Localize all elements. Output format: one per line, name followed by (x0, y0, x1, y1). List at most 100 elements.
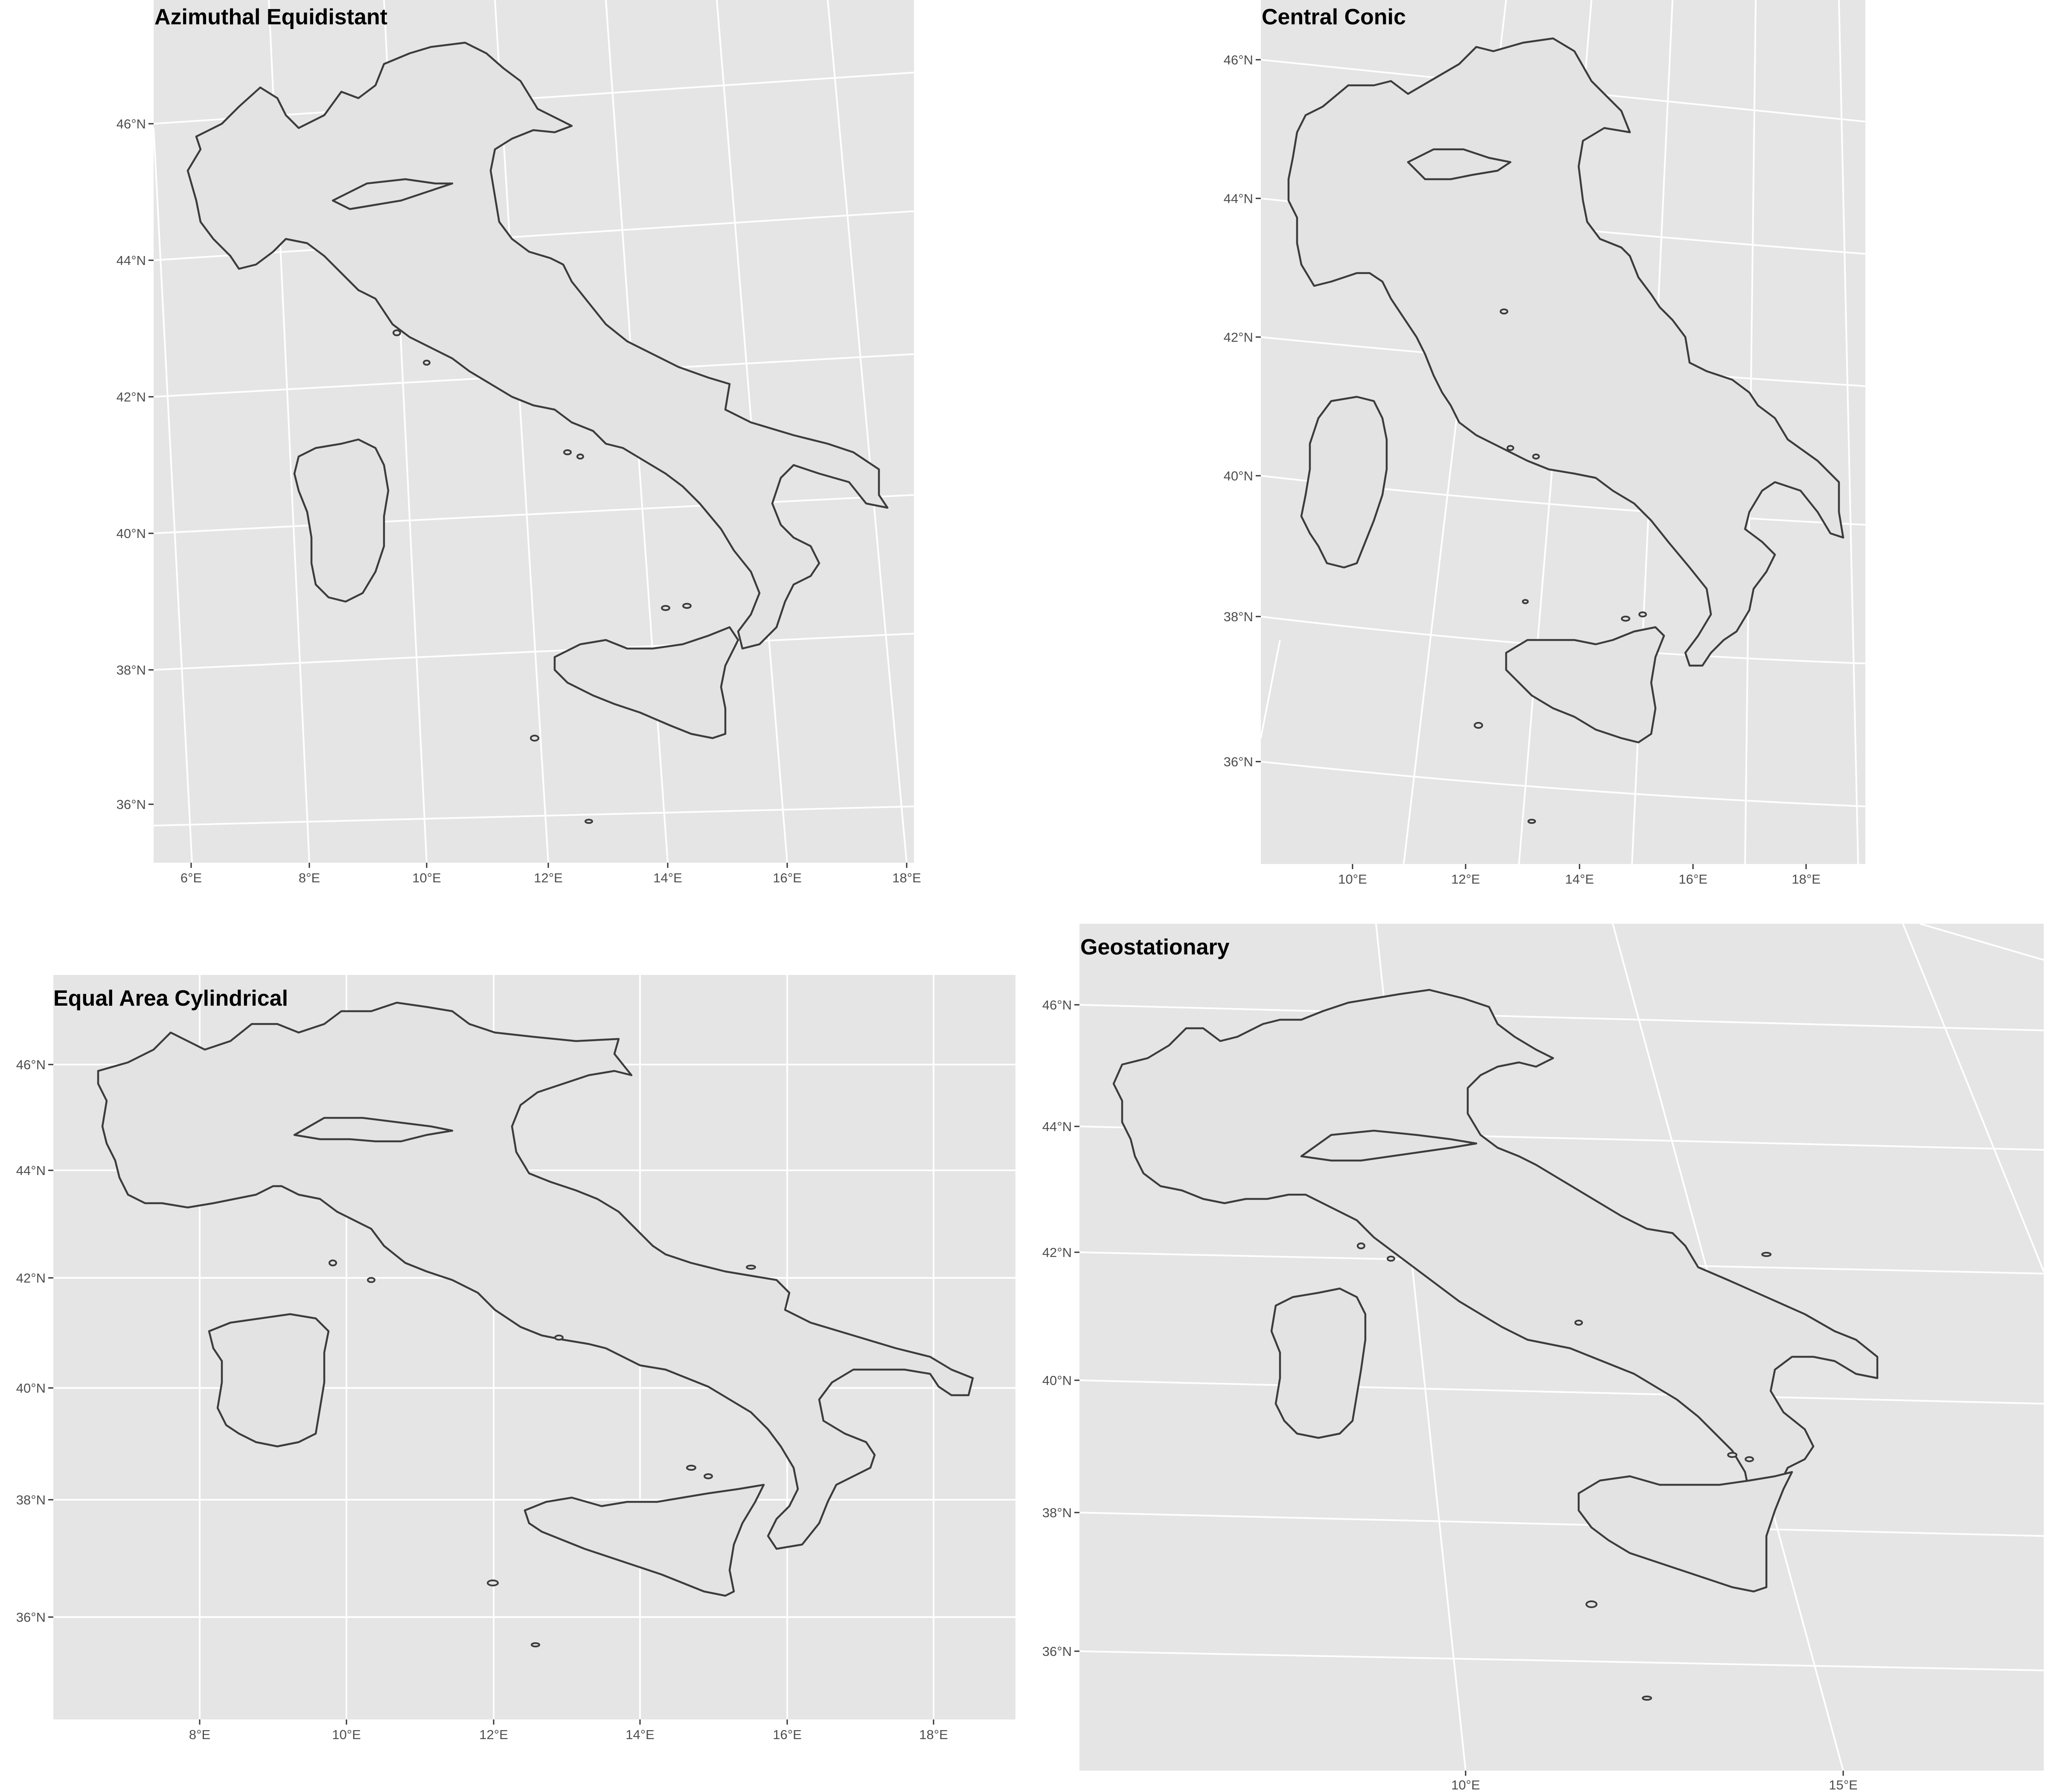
island (1585, 1600, 1597, 1608)
lon-label: 16°E (773, 1727, 802, 1742)
italy-mainland-outline (1112, 989, 1879, 1537)
lon-label: 10°E (1338, 872, 1367, 887)
lon-label: 16°E (1679, 872, 1708, 887)
landmass (97, 1001, 974, 1647)
lat-label: 44°N (116, 253, 146, 268)
map-panel-cylindrical: 36°N 38°N 40°N 42°N 44°N 46°N 8°E 10°E 1… (0, 896, 1024, 1792)
landmass (1112, 989, 1879, 1701)
lon-ticks (190, 863, 908, 868)
lake-border-inlet (1407, 148, 1512, 180)
panel-title: Azimuthal Equidistant (154, 5, 387, 29)
lon-label: 18°E (892, 870, 921, 885)
map-azimuthal: 36°N 38°N 40°N 42°N 44°N 46°N 6°E 8°E 10… (116, 0, 921, 885)
island (1727, 1452, 1737, 1458)
lat-label: 36°N (1224, 754, 1253, 769)
island (367, 1277, 375, 1283)
sardinia-outline (208, 1313, 330, 1448)
lat-label: 44°N (16, 1163, 46, 1178)
island (1621, 616, 1630, 622)
lon-label: 18°E (919, 1727, 948, 1742)
island (1522, 599, 1529, 604)
lat-ticks (1074, 1004, 1079, 1652)
island (393, 329, 401, 336)
lon-axis-labels: 8°E 10°E 12°E 14°E 16°E 18°E (189, 1727, 948, 1742)
landmass (186, 41, 889, 824)
lon-axis-labels: 10°E 15°E (1451, 1777, 1858, 1792)
island (686, 1465, 696, 1471)
lat-label: 38°N (116, 663, 146, 678)
lat-ticks (148, 123, 154, 805)
island (1474, 722, 1483, 729)
island (563, 449, 572, 455)
italy-mainland-outline (1287, 37, 1844, 667)
lat-label: 46°N (16, 1057, 46, 1072)
map-conic: 36°N 38°N 40°N 42°N 44°N 46°N 10°E 12°E … (1224, 0, 1866, 887)
island (1642, 1696, 1652, 1701)
island (1387, 1256, 1395, 1262)
lat-label: 40°N (1224, 468, 1253, 483)
lon-label: 10°E (332, 1727, 361, 1742)
lat-label: 38°N (1224, 609, 1253, 624)
lat-label: 38°N (16, 1492, 46, 1507)
island (531, 1642, 540, 1647)
lat-label: 38°N (1042, 1505, 1072, 1520)
landmass (1287, 37, 1844, 824)
lon-label: 10°E (1451, 1777, 1480, 1792)
island (1357, 1242, 1365, 1249)
lat-axis-labels: 36°N 38°N 40°N 42°N 44°N 46°N (116, 116, 146, 812)
island (704, 1473, 713, 1479)
sicily-outline (1577, 1471, 1793, 1593)
lon-label: 6°E (180, 870, 202, 885)
map-panel-conic: 36°N 38°N 40°N 42°N 44°N 46°N 10°E 12°E … (1024, 0, 2048, 896)
map-cylindrical: 36°N 38°N 40°N 42°N 44°N 46°N 8°E 10°E 1… (16, 975, 1015, 1742)
island (1532, 454, 1540, 460)
island (1527, 819, 1536, 824)
island (1507, 445, 1514, 451)
lat-label: 40°N (116, 526, 146, 541)
island (329, 1260, 337, 1266)
lat-label: 42°N (116, 390, 146, 404)
lake-border-inlet (1300, 1129, 1478, 1162)
lon-axis-labels: 10°E 12°E 14°E 16°E 18°E (1338, 872, 1821, 887)
lon-label: 16°E (773, 870, 802, 885)
panel-title: Central Conic (1262, 5, 1406, 29)
island (682, 603, 692, 609)
island (1745, 1456, 1754, 1462)
lon-axis-labels: 6°E 8°E 10°E 12°E 14°E 16°E 18°E (180, 870, 921, 885)
lon-label: 12°E (534, 870, 563, 885)
lon-label: 18°E (1792, 872, 1821, 887)
panel-title: Equal Area Cylindrical (53, 986, 288, 1011)
lon-label: 10°E (412, 870, 441, 885)
panel-title: Geostationary (1080, 935, 1230, 960)
lat-ticks (48, 1064, 53, 1618)
lon-label: 12°E (1451, 872, 1480, 887)
lat-label: 42°N (1042, 1245, 1072, 1260)
lat-ticks (1256, 59, 1261, 762)
lon-label: 14°E (653, 870, 682, 885)
lon-ticks (199, 1719, 934, 1725)
lat-label: 36°N (116, 797, 146, 812)
island (1574, 1320, 1583, 1326)
lake-border-inlet (293, 1117, 454, 1143)
island (746, 1265, 756, 1270)
island (530, 735, 539, 742)
island (1500, 308, 1508, 314)
sicily-outline (1505, 626, 1665, 744)
lat-label: 40°N (16, 1381, 46, 1396)
island (423, 360, 431, 366)
lon-label: 15°E (1829, 1777, 1858, 1792)
island (554, 1335, 564, 1341)
lon-label: 8°E (189, 1727, 210, 1742)
island (576, 454, 584, 460)
sardinia-outline (293, 438, 390, 603)
graticule (1079, 923, 2045, 1771)
lon-ticks (1465, 1771, 1844, 1776)
island (1638, 611, 1647, 617)
lat-axis-labels: 36°N 38°N 40°N 42°N 44°N 46°N (1042, 998, 1072, 1659)
lat-label: 36°N (1042, 1644, 1072, 1659)
sicily-outline (524, 1484, 765, 1597)
island (585, 819, 593, 824)
lat-label: 44°N (1042, 1119, 1072, 1134)
lon-label: 12°E (479, 1727, 508, 1742)
lon-label: 14°E (625, 1727, 655, 1742)
